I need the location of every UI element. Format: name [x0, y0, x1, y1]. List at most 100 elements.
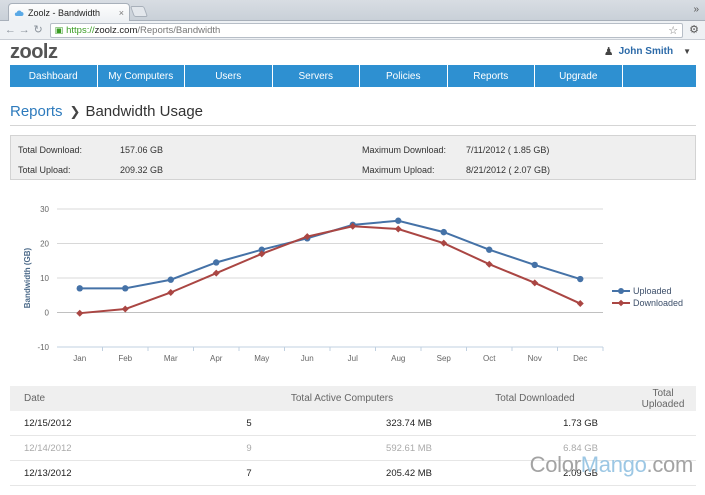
back-icon[interactable]: ← — [4, 23, 16, 36]
cell-uploaded: 6.84 GB — [563, 442, 598, 454]
browser-toolbar: ← → ↻ ▣ https:// zoolz.com /Reports/Band… — [0, 21, 705, 40]
cell-active-computers: 7 — [246, 467, 252, 479]
tab-title: Zoolz - Bandwidth — [28, 7, 101, 18]
address-bar[interactable]: ▣ https:// zoolz.com /Reports/Bandwidth … — [49, 22, 684, 38]
cell-active-computers: 9 — [246, 442, 252, 454]
tab-overflow-icon[interactable]: » — [693, 4, 699, 15]
header-date[interactable]: Date — [24, 393, 46, 404]
nav-users[interactable]: Users — [185, 65, 273, 87]
data-point — [440, 239, 448, 247]
table-header: Date Total Active Computers Total Downlo… — [10, 386, 696, 411]
series-line-downloaded — [79, 225, 581, 315]
total-upload-label: Total Upload: — [18, 165, 71, 175]
reload-icon[interactable]: ↻ — [33, 23, 43, 36]
cell-date: 12/13/2012 — [24, 467, 72, 479]
data-point — [122, 285, 129, 292]
table-row[interactable]: 12/15/2012 5 323.74 MB 1.73 GB — [10, 411, 696, 436]
legend-label: Uploaded — [633, 286, 672, 296]
data-point — [349, 222, 357, 230]
zoolz-logo[interactable]: zoolz — [10, 41, 58, 63]
header-active-computers[interactable]: Total Active Computers — [290, 393, 394, 404]
nav-empty — [623, 65, 697, 87]
cell-date: 12/14/2012 — [24, 442, 72, 454]
nav-my-computers[interactable]: My Computers — [98, 65, 185, 87]
x-tick-label: Dec — [573, 354, 587, 363]
cell-date: 12/15/2012 — [24, 417, 72, 429]
y-tick-label: 0 — [45, 309, 50, 318]
cell-downloaded: 205.42 MB — [386, 467, 432, 479]
bandwidth-chart: -10 0 10 20 30 Jan Feb Mar Apr May Jun Jul Aug Sep Oct… — [0, 195, 705, 365]
url-host: zoolz.com — [94, 24, 138, 36]
total-upload-value: 209.32 GB — [120, 165, 164, 175]
browser-tab[interactable]: Zoolz - Bandwidth × — [8, 3, 130, 21]
watermark-part: Mango — [580, 452, 647, 477]
data-point — [167, 288, 175, 296]
data-point — [303, 233, 311, 241]
data-point — [258, 250, 266, 258]
browser-tab-bar: Zoolz - Bandwidth × » — [0, 0, 705, 21]
cloud-favicon-icon — [14, 9, 24, 16]
data-point — [531, 279, 539, 287]
x-tick-label: Feb — [118, 354, 132, 363]
max-upload-label: Maximum Upload: — [362, 165, 435, 175]
nav-policies[interactable]: Policies — [360, 65, 448, 87]
y-tick-label: 20 — [40, 240, 49, 249]
data-point — [485, 260, 493, 268]
x-tick-label: Nov — [528, 354, 542, 363]
data-point — [486, 246, 493, 253]
forward-icon[interactable]: → — [18, 23, 30, 36]
nav-upgrade[interactable]: Upgrade — [535, 65, 623, 87]
x-tick-label: Jun — [301, 354, 314, 363]
data-point — [76, 309, 84, 317]
breadcrumb-reports-link[interactable]: Reports — [10, 103, 63, 120]
nav-reports[interactable]: Reports — [448, 65, 535, 87]
max-download-value: 7/11/2012 ( 1.85 GB) — [466, 145, 550, 155]
bandwidth-chart-svg: -10 0 10 20 30 Jan Feb Mar Apr May Jun Jul Aug Sep Oct… — [23, 205, 683, 363]
table-row[interactable]: 12/14/2012 9 592.61 MB 6.84 GB — [10, 436, 696, 461]
x-tick-label: Apr — [210, 354, 223, 363]
data-point — [213, 259, 220, 266]
wrench-icon[interactable]: ⚙ — [689, 24, 699, 36]
cell-active-computers: 5 — [246, 417, 252, 429]
divider — [10, 125, 696, 126]
user-menu[interactable]: ♟ John Smith ▼ — [604, 45, 691, 58]
data-point — [577, 275, 584, 283]
x-tick-label: Oct — [483, 354, 496, 363]
data-point — [167, 276, 174, 283]
legend-label: Downloaded — [633, 298, 683, 308]
header-downloaded[interactable]: Total Downloaded — [495, 393, 575, 404]
cell-uploaded: 1.73 GB — [563, 417, 598, 429]
user-name: John Smith — [618, 46, 674, 57]
legend-marker — [617, 299, 625, 307]
watermark: ColorMango.com — [530, 452, 694, 478]
x-tick-label: May — [254, 354, 269, 363]
x-tick-label: Sep — [437, 354, 452, 363]
cell-downloaded: 592.61 MB — [386, 442, 432, 454]
nav-dashboard[interactable]: Dashboard — [10, 65, 98, 87]
main-nav: Dashboard My Computers Users Servers Pol… — [10, 65, 696, 87]
header-uploaded[interactable]: Total Uploaded — [641, 387, 685, 410]
y-axis-title: Bandwidth (GB) — [23, 247, 32, 308]
x-tick-label: Aug — [391, 354, 405, 363]
data-point — [212, 269, 220, 277]
x-tick-label: Mar — [164, 354, 178, 363]
bandwidth-table: Date Total Active Computers Total Downlo… — [10, 386, 696, 486]
chevron-right-icon: ❯ — [69, 103, 81, 119]
star-icon[interactable]: ☆ — [668, 24, 679, 37]
data-point — [76, 285, 83, 292]
data-point — [395, 217, 402, 224]
max-download-label: Maximum Download: — [362, 145, 447, 155]
watermark-part: .com — [646, 452, 694, 477]
page-title: Bandwidth Usage — [85, 103, 204, 120]
lock-icon: ▣ — [54, 24, 64, 35]
cell-downloaded: 323.74 MB — [386, 417, 432, 429]
user-icon: ♟ — [603, 46, 614, 58]
data-point — [394, 225, 402, 233]
breadcrumb: Reports ❯ Bandwidth Usage — [10, 103, 203, 120]
table-row[interactable]: 12/13/2012 7 205.42 MB 2.09 GB — [10, 461, 696, 486]
new-tab-button[interactable] — [129, 6, 149, 17]
nav-servers[interactable]: Servers — [273, 65, 360, 87]
close-tab-icon[interactable]: × — [118, 7, 124, 18]
summary-panel: Total Download: 157.06 GB Total Upload: … — [10, 135, 696, 180]
url-scheme: https:// — [66, 24, 95, 36]
